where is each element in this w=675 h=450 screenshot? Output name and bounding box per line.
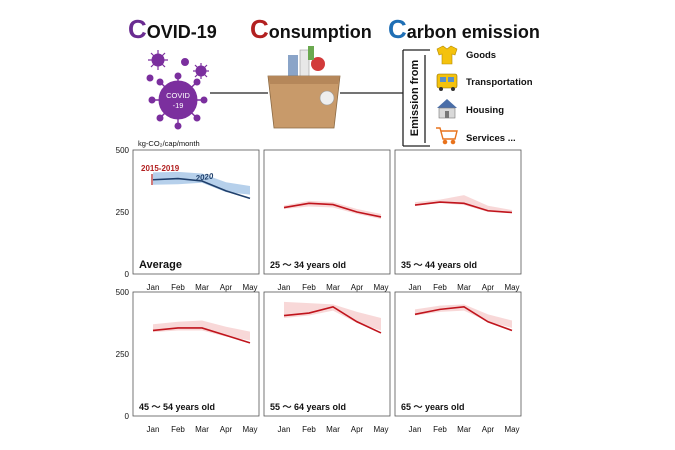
- x-tick-label: May: [373, 425, 388, 434]
- x-tick-label: Feb: [433, 425, 447, 434]
- baseline-band: [284, 301, 381, 331]
- panel-6: 65 ～ years old Jan Feb Mar Apr May: [394, 291, 522, 434]
- y-tick-label: 0: [125, 412, 130, 421]
- bus-icon: [436, 73, 458, 91]
- x-tick-label: Mar: [195, 425, 209, 434]
- covid-title: COVID-19: [128, 14, 217, 45]
- carbon-title: Carbon emission: [388, 14, 540, 45]
- virus-icon: [146, 50, 209, 130]
- x-tick-label: Apr: [351, 283, 364, 292]
- x-tick-label: Jan: [147, 283, 160, 292]
- category-housing: Housing: [466, 105, 504, 116]
- baseline-band: [284, 200, 381, 219]
- y-tick-label: 250: [116, 208, 130, 217]
- x-tick-label: Apr: [482, 283, 495, 292]
- x-tick-label: May: [242, 425, 257, 434]
- consumption-title: Consumption: [250, 14, 372, 45]
- panel-5: 55 ～ 64 years old Jan Feb Mar Apr May: [263, 291, 391, 434]
- line-2020: [414, 201, 513, 214]
- panel-frame: [132, 291, 260, 417]
- panel-1: Average 2015-2019 2020 Jan Feb Mar Apr May 0 250 5…: [116, 146, 260, 292]
- y-tick-label: 0: [125, 270, 130, 279]
- panel-title: 55 ～ 64 years old: [270, 402, 346, 412]
- house-icon: [437, 99, 457, 119]
- line-2020: [283, 202, 382, 218]
- x-tick-label: Jan: [278, 425, 291, 434]
- x-tick-label: Feb: [171, 425, 185, 434]
- year-label: 2020: [194, 172, 214, 184]
- y-tick-label: 250: [116, 350, 130, 359]
- y-tick-label: 500: [116, 146, 130, 155]
- category-transportation: Transportation: [466, 77, 533, 88]
- covid-title-rest: OVID-19: [146, 22, 217, 42]
- header-illustration: COVID -19 Emission from: [146, 45, 458, 147]
- x-tick-label: Apr: [351, 425, 364, 434]
- x-tick-label: Feb: [433, 283, 447, 292]
- x-tick-label: Jan: [278, 283, 291, 292]
- x-tick-label: Feb: [302, 283, 316, 292]
- panel-4: 45 ～ 54 years old Jan Feb Mar Apr May 0 250 500: [116, 288, 260, 434]
- x-tick-label: Mar: [326, 283, 340, 292]
- x-tick-label: Apr: [220, 425, 233, 434]
- category-goods: Goods: [466, 50, 497, 61]
- panel-title: Average: [139, 259, 182, 271]
- x-tick-label: Feb: [171, 283, 185, 292]
- emission-bracket: [402, 49, 430, 147]
- baseline-band: [153, 171, 250, 195]
- virus-label-line2: -19: [173, 101, 184, 110]
- consumption-title-initial: C: [250, 14, 269, 44]
- x-tick-label: Mar: [195, 283, 209, 292]
- x-tick-label: Feb: [302, 425, 316, 434]
- panel-title: 35 ～ 44 years old: [401, 260, 477, 270]
- unit-label: kg-CO₂/cap/month: [138, 139, 200, 148]
- line-2020: [152, 177, 251, 200]
- x-tick-label: Jan: [147, 425, 160, 434]
- panel-title: 25 ～ 34 years old: [270, 260, 346, 270]
- line-2020: [414, 306, 513, 332]
- panel-frame: [132, 149, 260, 275]
- line-2020: [152, 327, 251, 344]
- carbon-title-rest: arbon emission: [406, 22, 540, 42]
- x-tick-label: Jan: [409, 283, 422, 292]
- panel-title: 65 ～ years old: [401, 402, 465, 412]
- shirt-icon: [436, 45, 458, 65]
- panel-title: 45 ～ 54 years old: [139, 402, 215, 412]
- category-services: Services ...: [466, 133, 516, 144]
- emission-from-label: Emission from: [409, 60, 421, 137]
- x-tick-label: Jan: [409, 425, 422, 434]
- shopping-cart-icon: [436, 127, 458, 145]
- line-2020: [283, 306, 382, 334]
- x-tick-label: Mar: [326, 425, 340, 434]
- x-tick-label: Mar: [457, 283, 471, 292]
- consumption-title-rest: onsumption: [268, 22, 372, 42]
- x-tick-label: May: [504, 425, 519, 434]
- panel-2: 25 ～ 34 years old Jan Feb Mar Apr May: [263, 149, 391, 292]
- x-tick-label: May: [504, 283, 519, 292]
- x-tick-label: May: [373, 283, 388, 292]
- baseline-label: 2015-2019: [141, 164, 180, 173]
- y-tick-label: 500: [116, 288, 130, 297]
- x-tick-label: May: [242, 283, 257, 292]
- grocery-bag-icon: [267, 46, 341, 129]
- x-tick-label: Mar: [457, 425, 471, 434]
- covid-title-initial: C: [128, 14, 147, 44]
- virus-label-line1: COVID: [166, 91, 190, 100]
- x-tick-label: Apr: [220, 283, 233, 292]
- carbon-title-initial: C: [388, 14, 407, 44]
- x-tick-label: Apr: [482, 425, 495, 434]
- panel-3: 35 ～ 44 years old Jan Feb Mar Apr May: [394, 149, 522, 292]
- baseline-band: [415, 195, 512, 214]
